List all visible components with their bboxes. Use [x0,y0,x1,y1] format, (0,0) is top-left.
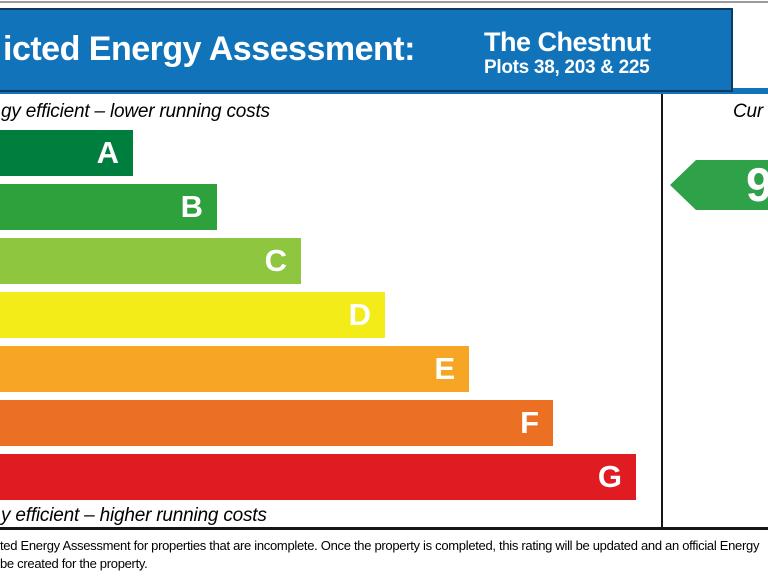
current-column-header: Cur [733,101,764,122]
bottom-axis-label: y efficient – higher running costs [1,505,267,526]
epc-band-b: B [0,184,217,230]
epc-band-letter: A [96,135,119,170]
epc-band-letter: G [597,459,622,494]
epc-band-g: G [0,454,636,500]
epc-band-letter: E [434,351,455,386]
epc-band-letter: F [520,405,539,440]
footnote-line-1: ted Energy Assessment for properties tha… [0,538,760,553]
chart-bottom-border [0,527,768,530]
epc-band-f: F [0,400,553,446]
epc-band-c: C [0,238,301,284]
top-hairline [0,1,768,3]
epc-band-letter: C [264,243,287,278]
epc-band-letter: B [180,189,203,224]
current-rating-value: 9 [746,158,768,211]
footnote-line-2: be created for the property. [0,556,148,571]
epc-band-letter: D [348,297,371,332]
header-banner: icted Energy Assessment: The Chestnut Pl… [0,8,733,92]
page-title: icted Energy Assessment: [3,30,415,68]
current-column-divider [661,94,663,528]
epc-band-d: D [0,292,385,338]
current-rating-arrow: 9 [670,160,768,210]
property-name: The Chestnut [484,27,651,57]
property-plots: Plots 38, 203 & 225 [484,57,650,78]
top-axis-label: gy efficient – lower running costs [1,101,270,122]
epc-band-e: E [0,346,469,392]
property-info: The Chestnut Plots 38, 203 & 225 [484,27,651,79]
epc-band-a: A [0,130,133,176]
